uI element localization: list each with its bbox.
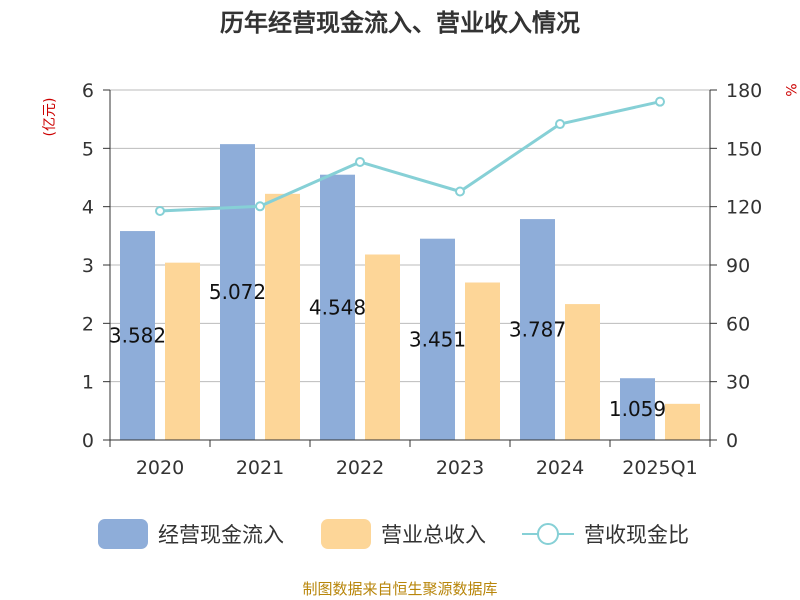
source-note: 制图数据来自恒生聚源数据库	[302, 580, 497, 598]
ratio-point	[655, 96, 665, 107]
y-right-tick-label: 150	[726, 138, 762, 160]
y-left-tick-label: 3	[82, 255, 94, 277]
data-label-cash-inflow: 4.548	[309, 295, 366, 319]
y-left-tick-label: 5	[82, 138, 94, 160]
x-tick-label: 2023	[436, 457, 484, 479]
ratio-point	[155, 205, 165, 216]
bar-cash-inflow	[420, 238, 455, 440]
x-tick-label: 2021	[236, 457, 284, 479]
legend-label-cash-inflow: 经营现金流入	[158, 523, 284, 547]
bar-revenue	[465, 282, 500, 440]
chart-title: 历年经营现金流入、营业收入情况	[220, 9, 580, 37]
bar-cash-inflow	[120, 231, 155, 440]
data-label-cash-inflow: 3.787	[509, 318, 566, 342]
y-right-tick-label: 60	[726, 313, 750, 335]
y-right-tick-label: 90	[726, 255, 750, 277]
y-right-tick-label: 120	[726, 197, 762, 219]
bar-revenue	[365, 254, 400, 440]
ratio-point	[255, 201, 265, 212]
ratio-line-path	[159, 100, 661, 213]
bar-cash-inflow	[520, 219, 555, 440]
legend-label-ratio: 营收现金比	[584, 523, 689, 547]
y-right-tick-label: 180	[726, 80, 762, 102]
data-label-cash-inflow: 3.451	[409, 327, 466, 351]
grid-lines	[110, 89, 710, 383]
y-right-tick-label: 0	[726, 430, 738, 452]
x-tick-label: 2022	[336, 457, 384, 479]
bar-cash-inflow	[620, 378, 655, 440]
bar-revenue	[165, 262, 200, 440]
bar-cash-inflow	[220, 144, 255, 440]
x-tick-label: 2020	[136, 457, 184, 479]
data-label-cash-inflow: 3.582	[109, 324, 166, 348]
data-labels: 3.582 5.072 4.548 3.451 3.787 1.059	[109, 280, 666, 421]
y-right-tick-label: 30	[726, 372, 750, 394]
bar-revenue	[565, 304, 600, 440]
legend-swatch-ratio-marker	[537, 523, 559, 545]
ratio-point	[555, 119, 565, 130]
x-tick-label: 2025Q1	[622, 457, 697, 479]
y-left-unit: (亿元)	[42, 98, 58, 137]
y-left-tick-label: 1	[82, 372, 94, 394]
bar-revenue	[265, 193, 300, 440]
bar-cash-inflow	[320, 174, 355, 440]
ratio-point	[355, 156, 365, 167]
y-right-unit: %	[782, 83, 798, 96]
data-label-cash-inflow: 5.072	[209, 280, 266, 304]
y-left-tick-label: 4	[82, 197, 94, 219]
legend-swatch-revenue	[321, 519, 371, 549]
y-left-tick-label: 2	[82, 313, 94, 335]
data-label-cash-inflow: 1.059	[609, 397, 666, 421]
x-tick-label: 2024	[536, 457, 584, 479]
ratio-point	[455, 186, 465, 197]
y-left-tick-label: 0	[82, 430, 94, 452]
legend-label-revenue: 营业总收入	[381, 523, 486, 547]
bars	[120, 144, 700, 440]
bar-revenue	[665, 403, 700, 440]
legend: 经营现金流入 营业总收入 营收现金比	[98, 519, 689, 549]
y-left-tick-label: 6	[82, 80, 94, 102]
ratio-line	[155, 96, 665, 216]
legend-swatch-cash-inflow	[98, 519, 148, 549]
